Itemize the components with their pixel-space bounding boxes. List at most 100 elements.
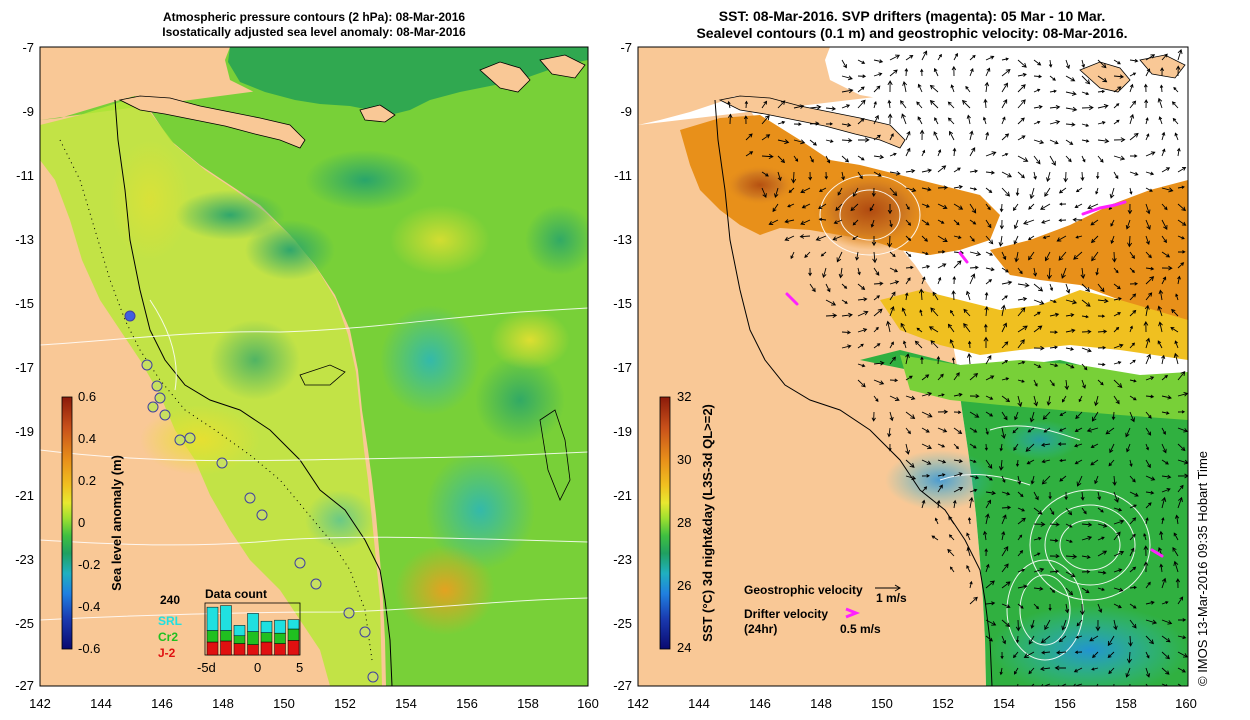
data-count-bar-cr2 [206,630,219,643]
svg-text:30: 30 [677,452,691,467]
legend-cr2: Cr2 [158,630,178,644]
left-title-line-2: Isostatically adjusted sea level anomaly… [162,25,466,39]
svg-text:-0.6: -0.6 [78,641,100,656]
right-title-line-1: SST: 08-Mar-2016. SVP drifters (magenta)… [718,8,1106,24]
right-australia-coast [714,99,993,686]
left-island-4 [299,364,346,386]
data-count-bar-srl [220,605,232,631]
svg-text:-25: -25 [613,616,632,631]
left-island-5 [539,409,571,501]
svg-text:-11: -11 [16,168,34,183]
right-lat-labels: -7 -9 -11 -13 -15 -17 -19 -21 -23 -25 -2… [613,40,632,693]
left-lat-labels: -7 -9 -11 -13 -15 -17 -19 -21 -23 -25 -2… [15,40,34,693]
right-map-title: SST: 08-Mar-2016. SVP drifters (magenta)… [638,8,1186,42]
svg-text:144: 144 [90,696,112,711]
right-map [638,47,1188,686]
svg-text:-25: -25 [15,616,34,631]
left-tide-gauges [124,310,379,683]
imos-credit: © IMOS 13-Mar-2016 09:35 Hobart Time [1195,451,1210,686]
data-count-bar-srl [233,625,246,637]
left-australia-coast [114,99,393,686]
svg-text:148: 148 [810,696,832,711]
data-count-inset: Data count 240 SRL Cr2 J-2 -5d 0 5 [158,587,303,675]
data-count-bar-srl [247,613,259,632]
left-png-land [118,95,306,149]
right-png-land [718,95,906,149]
svg-text:142: 142 [29,696,51,711]
svg-text:158: 158 [517,696,539,711]
geostrophic-velocity-arrows [727,48,1188,686]
data-count-bar-j2 [260,641,273,656]
data-count-bar-srl [260,620,273,633]
svg-text:-19: -19 [613,424,632,439]
svg-text:158: 158 [1115,696,1137,711]
svg-text:-0.2: -0.2 [78,557,100,572]
svg-text:154: 154 [395,696,417,711]
svg-text:-13: -13 [613,232,632,247]
data-count-title: Data count [205,587,267,601]
drifter-velocity-label: Drifter velocity [744,607,828,621]
svg-text:152: 152 [932,696,954,711]
right-lon-labels: 142 144 146 148 150 152 154 156 158 160 [627,696,1197,711]
svg-text:-27: -27 [613,678,632,693]
svg-text:28: 28 [677,515,691,530]
data-count-bar-cr2 [247,631,259,645]
svg-text:-13: -13 [15,232,34,247]
data-count-bar-cr2 [220,630,232,642]
geo-velocity-scale: 1 m/s [876,591,907,605]
data-count-bar-cr2 [233,635,246,644]
left-map [40,47,588,686]
svg-text:156: 156 [456,696,478,711]
left-colorbar-label: Sea level anomaly (m) [109,455,124,591]
drifter-velocity-sublabel: (24hr) [744,622,777,636]
svg-text:146: 146 [749,696,771,711]
right-sst-warm-east [990,180,1188,330]
svg-text:-27: -27 [15,678,34,693]
svg-text:-23: -23 [613,552,632,567]
svg-text:0.6: 0.6 [78,389,96,404]
svg-text:154: 154 [993,696,1015,711]
svg-text:146: 146 [151,696,173,711]
drifter-velocity-scale: 0.5 m/s [840,622,881,636]
data-count-bar-cr2 [287,628,300,641]
svg-text:-17: -17 [15,360,34,375]
svg-text:150: 150 [273,696,295,711]
data-count-bar-srl [206,606,219,631]
right-title-line-2: Sealevel contours (0.1 m) and geostrophi… [696,25,1128,41]
data-count-bar-cr2 [274,632,286,644]
geo-velocity-label: Geostrophic velocity [744,583,863,597]
svg-text:152: 152 [334,696,356,711]
svg-text:0: 0 [78,515,85,530]
left-colorbar: 0.6 0.4 0.2 0 -0.2 -0.4 -0.6 Sea level a… [61,389,124,656]
svg-text:-19: -19 [15,424,34,439]
svg-text:160: 160 [577,696,599,711]
left-map-title: Atmospheric pressure contours (2 hPa): 0… [40,10,588,40]
svg-text:-0.4: -0.4 [78,599,100,614]
svg-text:-21: -21 [15,488,34,503]
svg-text:-11: -11 [614,168,632,183]
right-colorbar: 32 30 28 26 24 SST (°C) 3d night&day (L3… [659,389,715,655]
data-count-bar-j2 [220,640,232,656]
svg-text:26: 26 [677,578,691,593]
svg-text:-15: -15 [613,296,632,311]
data-count-bar-cr2 [260,632,273,643]
right-colorbar-label: SST (°C) 3d night&day (L3S-3d QL>=2) [700,404,715,642]
svg-text:-9: -9 [22,104,34,119]
svg-text:160: 160 [1175,696,1197,711]
svg-text:150: 150 [871,696,893,711]
svg-text:-15: -15 [15,296,34,311]
data-count-x-label-2: 0 [254,660,261,675]
svg-text:-7: -7 [620,40,632,55]
svg-text:32: 32 [677,389,691,404]
left-pressure-contours [40,299,588,621]
data-count-bar-j2 [206,641,219,656]
left-island-3 [539,54,586,79]
svg-text:156: 156 [1054,696,1076,711]
svg-text:0.4: 0.4 [78,431,96,446]
data-count-bar-srl [287,619,300,630]
svg-text:24: 24 [677,640,691,655]
data-count-bar-j2 [233,643,246,656]
right-sealevel-contours [819,174,1151,661]
svg-text:144: 144 [688,696,710,711]
